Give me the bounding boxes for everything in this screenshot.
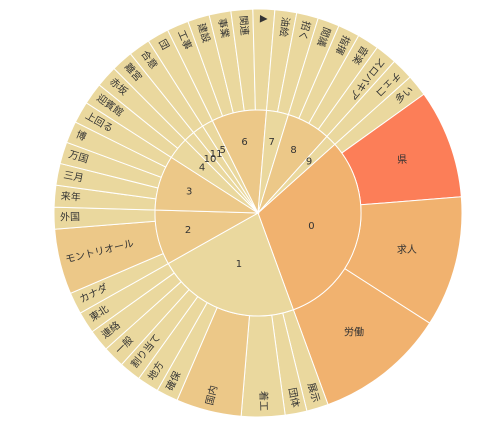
inner-segment-label: 9 <box>306 157 312 168</box>
inner-ring <box>154 109 362 317</box>
outer-ring <box>53 8 463 418</box>
inner-segment-label: 8 <box>290 145 296 156</box>
inner-segment-label: 7 <box>269 137 275 148</box>
outer-segment-label: 万国 <box>67 148 90 165</box>
outer-segment-label: 関連 <box>237 15 252 36</box>
outer-segment-label: 事業 <box>216 17 233 39</box>
outer-segment-label: 着工 <box>257 391 271 411</box>
inner-segment-label: 10 <box>204 154 217 165</box>
outer-segment-label: 展示 <box>305 381 322 404</box>
inner-segment[interactable] <box>257 143 362 311</box>
outer-segment-label: 外国 <box>60 211 80 224</box>
inner-segment-label: 4 <box>199 162 205 173</box>
inner-segment-label: 5 <box>220 145 226 156</box>
outer-segment-label: 三月 <box>63 169 85 185</box>
inner-segment-label: 11 <box>210 149 223 160</box>
inner-segment[interactable] <box>167 212 295 317</box>
outer-segment-label: 油絵 <box>277 16 293 38</box>
outer-segment-label: 労働 <box>344 325 364 338</box>
inner-segment-label: 6 <box>241 137 247 148</box>
inner-segment[interactable] <box>257 135 336 214</box>
outer-segment-label: 団体 <box>286 387 302 409</box>
inner-segment-label: 3 <box>186 186 192 197</box>
outer-segment-label: 来年 <box>60 189 81 204</box>
outer-segment-label: 博 <box>74 128 88 144</box>
outer-segment-label: 求人 <box>397 244 417 256</box>
inner-segment-label: 1 <box>236 259 242 270</box>
inner-segment-label: 0 <box>308 221 314 232</box>
inner-segment-label: 2 <box>185 225 191 236</box>
outer-segment-label: 県 <box>397 154 407 166</box>
outer-segment-label: ▲ <box>258 15 269 23</box>
